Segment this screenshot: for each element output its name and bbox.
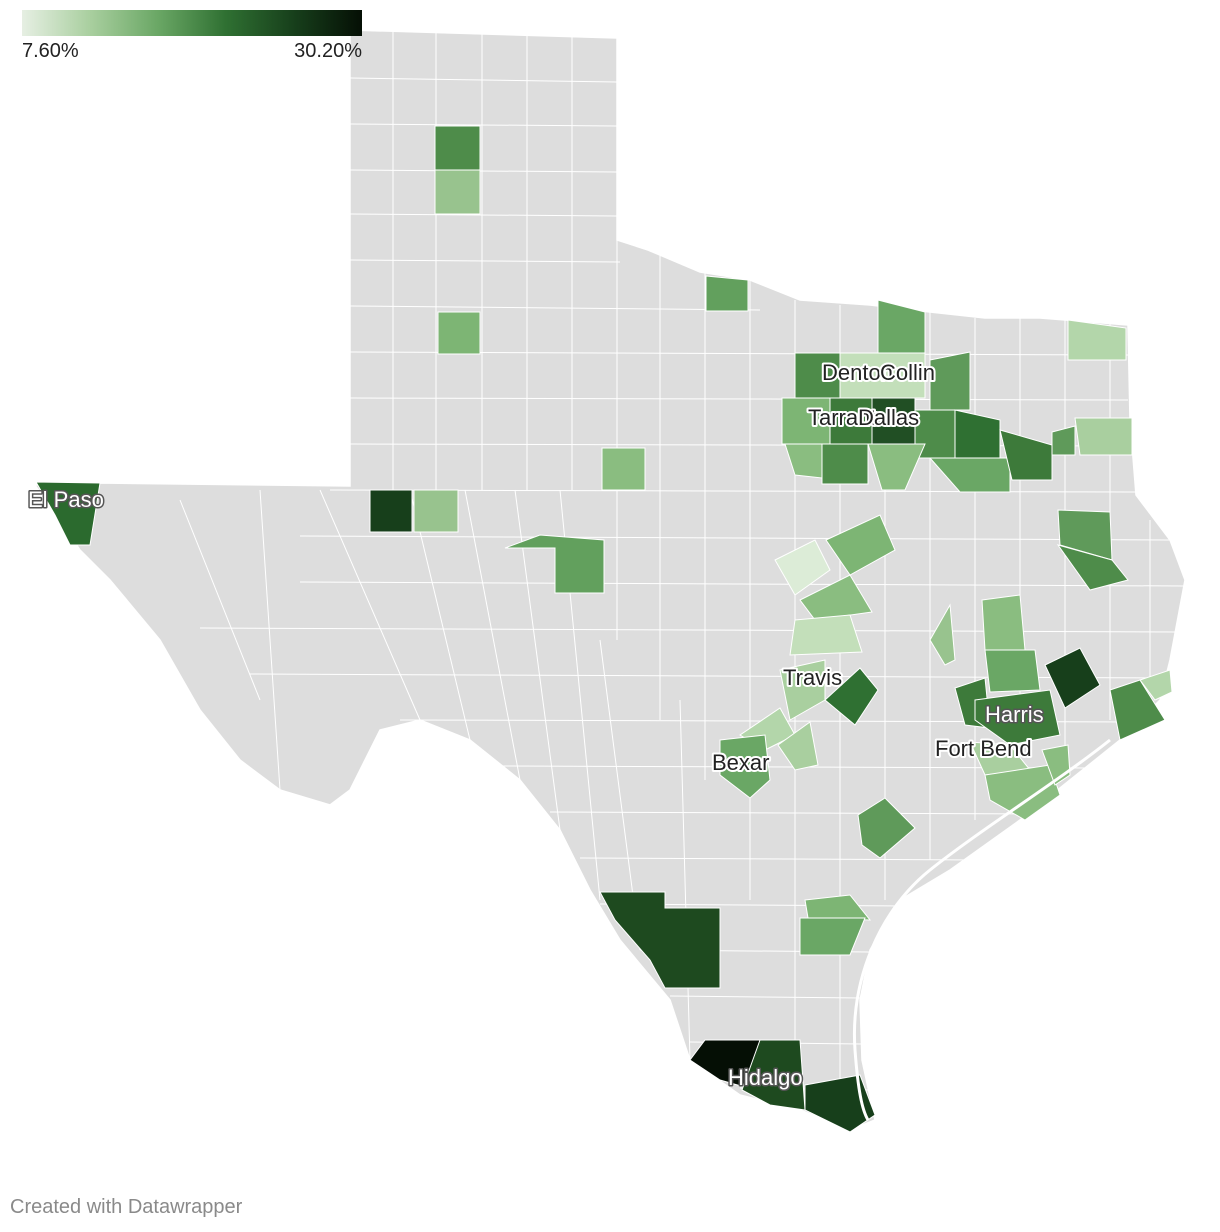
county-lubbock[interactable] [437,311,481,355]
label-collin: Collin [880,360,935,385]
color-legend: 7.60% 30.20% [22,10,362,62]
legend-min-label: 7.60% [22,40,79,62]
county-cameron[interactable] [804,1074,876,1133]
county-brazoria[interactable] [984,764,1061,821]
county-orange[interactable] [1139,669,1173,701]
county-victoria[interactable] [857,797,916,859]
county-labels: El Paso Denton Collin Tarrant Dallas Tra… [27,358,1046,1092]
county-brazos[interactable] [929,603,956,666]
county-webb[interactable] [599,891,721,989]
county-ellis[interactable] [821,443,869,485]
county-jefferson[interactable] [1109,679,1166,741]
county-wichita[interactable] [705,275,749,312]
county-starr[interactable] [689,1039,761,1091]
county-guadalupe[interactable] [777,721,819,771]
datawrapper-credit[interactable]: Created with Datawrapper [10,1196,243,1218]
county-hays[interactable] [779,659,826,721]
legend-bar-spacer [22,10,362,36]
legend-gradient-bar [22,10,362,36]
county-bastrop[interactable] [824,667,879,726]
county-hunt[interactable] [929,351,971,411]
county-nacogdoches[interactable] [1056,544,1129,591]
label-hidalgo: Hidalgo [728,1065,803,1090]
county-smith[interactable] [999,429,1053,481]
county-tom-green[interactable] [504,534,605,594]
label-harris: Harris [985,702,1044,727]
county-gregg[interactable] [1051,425,1076,456]
label-fort-bend: Fort Bend [935,736,1032,761]
county-ector[interactable] [369,489,413,533]
texas-state-shape [33,29,1186,1131]
county-bell[interactable] [825,514,896,576]
county-williamson[interactable] [799,574,873,621]
county-bowie[interactable] [1067,319,1127,361]
county-taylor[interactable] [601,447,646,491]
county-midland[interactable] [413,489,459,533]
label-bexar: Bexar [712,750,769,775]
county-el-paso[interactable] [35,481,101,546]
county-deaf-smith[interactable] [434,169,481,215]
county-lampasas[interactable] [774,539,831,596]
label-travis: Travis [783,665,842,690]
legend-max-label: 30.20% [294,40,362,62]
county-montgomery[interactable] [984,649,1041,693]
county-harris[interactable] [974,689,1061,746]
county-bexar[interactable] [719,734,771,799]
county-travis[interactable] [789,614,863,656]
legend-labels: 7.60% 30.20% [22,36,362,62]
county-nueces[interactable] [799,917,866,956]
label-el-paso: El Paso [28,487,104,512]
county-grayson[interactable] [877,299,926,355]
shaded-counties [35,125,1173,1133]
county-hartley-oldham[interactable] [434,125,481,171]
coastline [852,738,1111,1121]
label-dallas: Dallas [858,405,919,430]
county-liberty[interactable] [1044,647,1101,709]
county-harrison[interactable] [1074,417,1133,456]
county-walker[interactable] [981,594,1026,651]
county-collin[interactable] [839,352,926,399]
label-denton: Denton [822,360,893,385]
county-hidalgo[interactable] [741,1039,806,1111]
label-tarrant: Tarrant [808,405,876,430]
county-navarro[interactable] [867,443,926,491]
county-henderson[interactable] [928,457,1011,493]
county-san-patricio[interactable] [804,894,872,921]
